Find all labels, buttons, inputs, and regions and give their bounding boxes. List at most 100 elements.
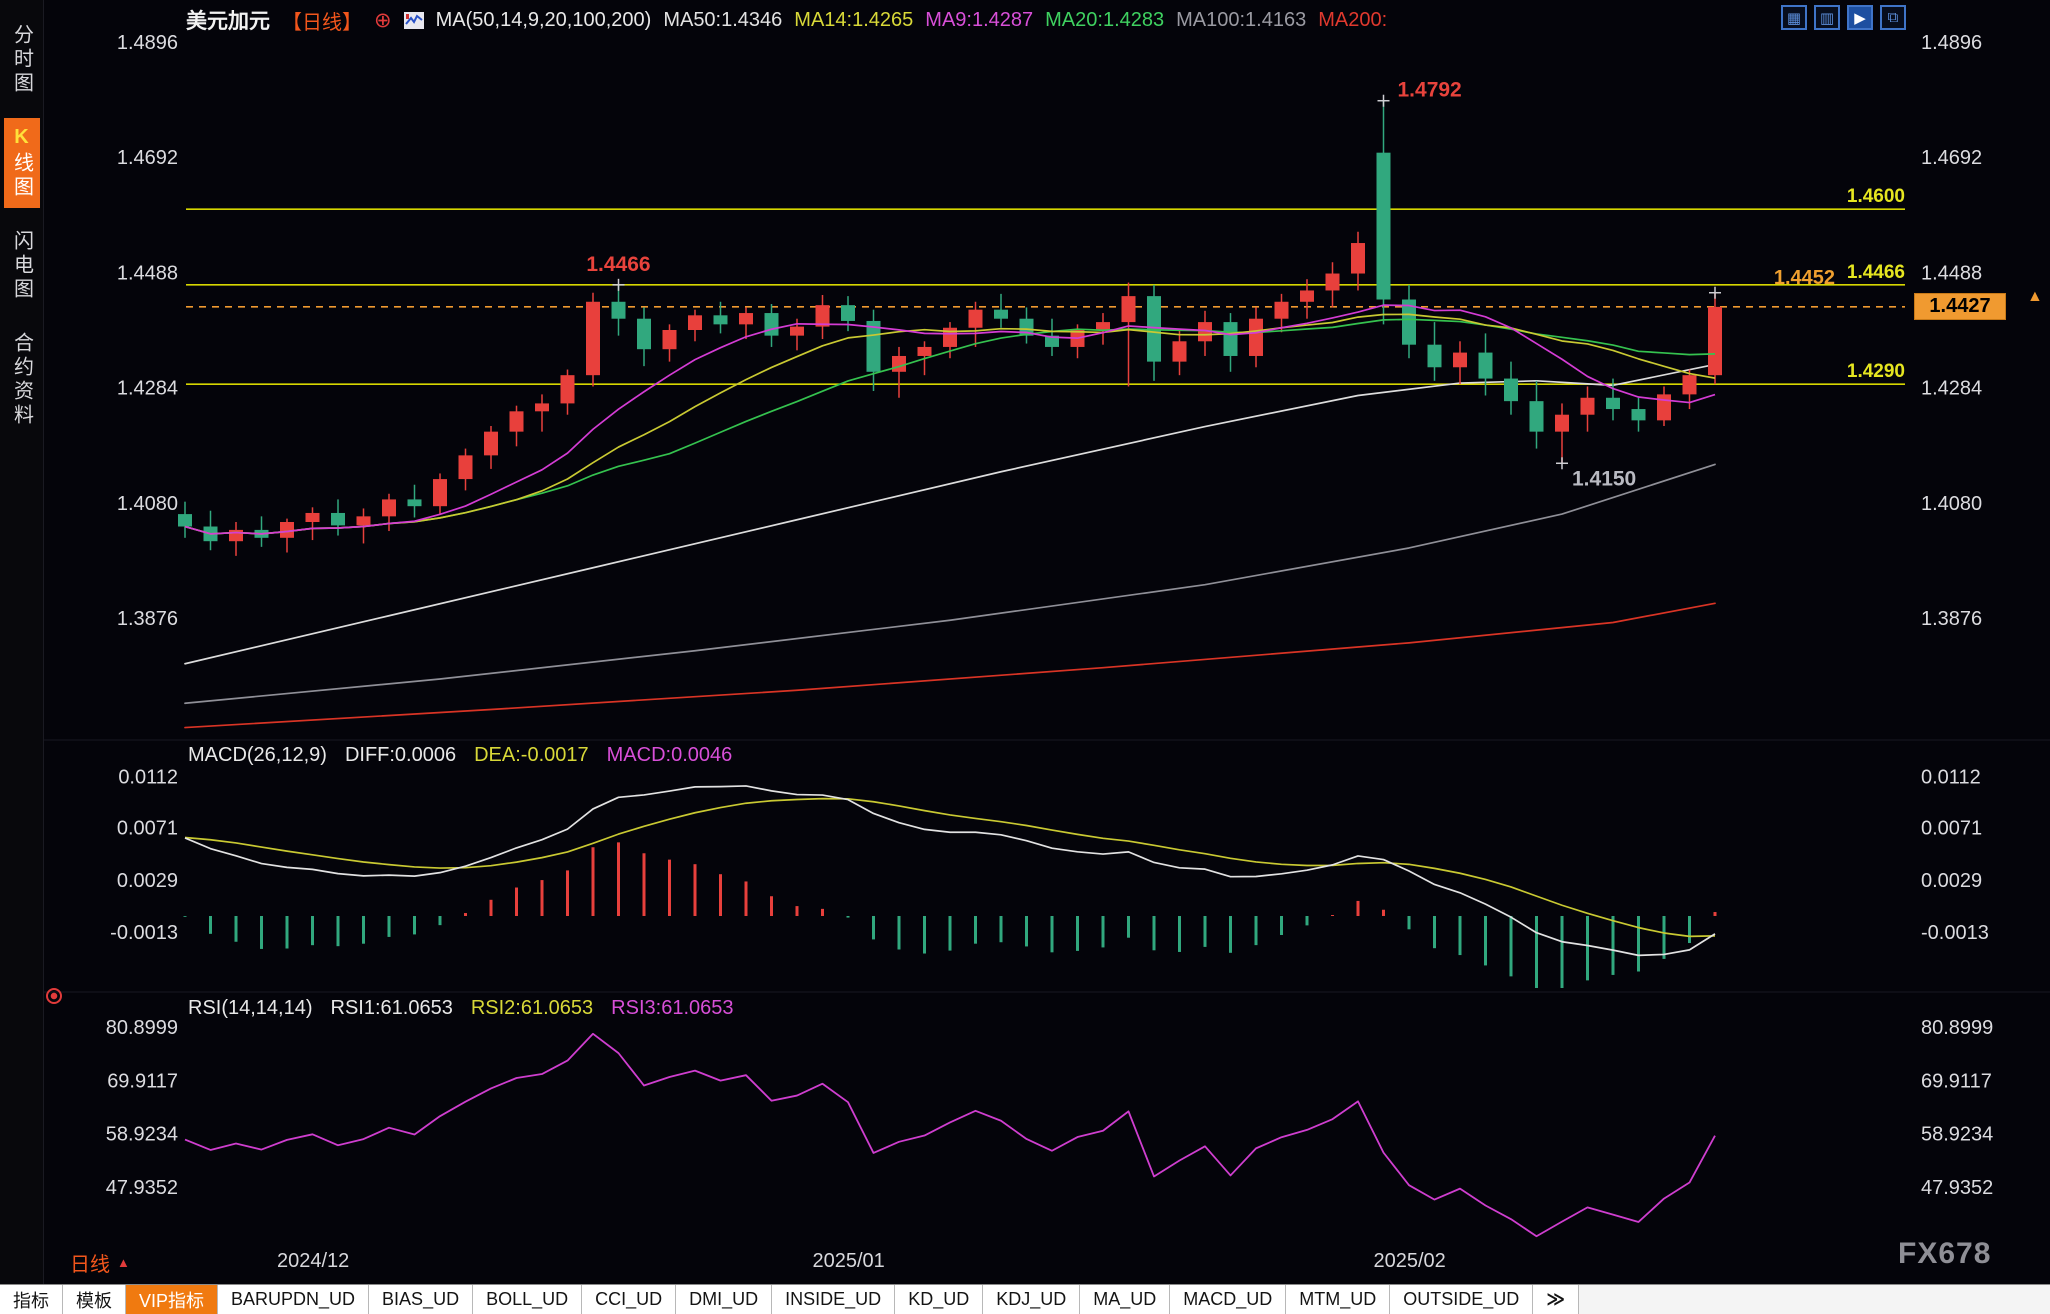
svg-text:1.4290: 1.4290 — [1847, 361, 1905, 382]
svg-text:0.0112: 0.0112 — [118, 766, 178, 788]
brand-watermark: FX678 — [1898, 1237, 1992, 1270]
panel-dividers — [44, 739, 2050, 993]
macd-hist-value: MACD:0.0046 — [606, 744, 733, 766]
indicator-toolbar: 指标 模板 VIP指标 BARUPDN_UD BIAS_UD BOLL_UD CCI_UD D… — [0, 1284, 2050, 1314]
toolbar-item-14[interactable]: OUTSIDE_UD — [1390, 1285, 1534, 1314]
target-icon[interactable]: ⊕ — [374, 8, 392, 32]
svg-text:1.4466: 1.4466 — [586, 253, 650, 276]
toolbar-item-7[interactable]: DMI_UD — [676, 1285, 773, 1314]
svg-text:0.0071: 0.0071 — [1921, 817, 1982, 839]
toolbar-more-button[interactable]: ≫ — [1533, 1285, 1580, 1314]
toolbar-item-12[interactable]: MACD_UD — [1170, 1285, 1287, 1314]
svg-text:2025/01: 2025/01 — [813, 1250, 885, 1272]
ma-settings-label: MA(50,14,9,20,100,200) — [435, 8, 652, 31]
macd-title: MACD(26,12,9) — [188, 744, 327, 766]
chart-header: 美元加元 【日线】 ⊕ MA(50,14,9,20,100,200) MA50:… — [186, 5, 1387, 35]
sidebar-tab-lightning-chart[interactable]: 闪电图 — [10, 230, 33, 302]
current-price-tag: 1.4427 — [1914, 293, 2006, 320]
pane-marker-icon — [46, 988, 62, 1004]
svg-text:2024/12: 2024/12 — [277, 1250, 349, 1272]
layout-icon-group: ▦ ▥ ▶ ⧉ — [1781, 5, 1906, 30]
toolbar-item-0[interactable]: 指标 — [0, 1285, 63, 1314]
svg-text:1.4150: 1.4150 — [1572, 467, 1636, 490]
kline-style-icon[interactable] — [403, 11, 424, 29]
rsi-title: RSI(14,14,14) — [188, 997, 313, 1019]
svg-text:-0.0013: -0.0013 — [1921, 922, 1989, 944]
toolbar-item-8[interactable]: INSIDE_UD — [772, 1285, 896, 1314]
toolbar-item-10[interactable]: KDJ_UD — [983, 1285, 1081, 1314]
macd-diff-value: DIFF:0.0006 — [344, 744, 457, 766]
svg-text:1.4692: 1.4692 — [1921, 147, 1982, 169]
svg-text:0.0112: 0.0112 — [1921, 766, 1981, 788]
kline-tab-accent: K — [10, 126, 33, 152]
svg-text:1.4452: 1.4452 — [1774, 267, 1835, 289]
svg-text:58.9234: 58.9234 — [1921, 1124, 1993, 1146]
svg-text:1.4284: 1.4284 — [1921, 378, 1982, 400]
macd-header: MACD(26,12,9) DIFF:0.0006 DEA:-0.0017 MA… — [188, 744, 732, 767]
annotations: 1.4466 1.4792 1.4150 — [586, 79, 1721, 490]
svg-text:1.3876: 1.3876 — [1921, 608, 1982, 630]
ma50-value: MA50:1.4346 — [663, 8, 783, 31]
svg-text:1.4488: 1.4488 — [1921, 262, 1982, 284]
single-chart-icon[interactable]: ▶ — [1847, 5, 1873, 30]
add-panel-icon[interactable]: ⧉ — [1880, 5, 1906, 30]
multi-chart-columns-icon[interactable]: ▥ — [1814, 5, 1840, 30]
rsi-header: RSI(14,14,14) RSI1:61.0653 RSI2:61.0653 … — [188, 997, 734, 1020]
toolbar-item-3[interactable]: BARUPDN_UD — [218, 1285, 370, 1314]
period-selector[interactable]: 日线 ▲ — [70, 1248, 130, 1277]
rsi-panel — [184, 1032, 1716, 1238]
ma20-value: MA20:1.4283 — [1045, 8, 1165, 31]
current-price-line: 1.4452 — [186, 267, 1905, 308]
sidebar-tab-kline-chart[interactable]: K线图 — [3, 118, 40, 208]
svg-text:1.4080: 1.4080 — [117, 493, 178, 515]
candlestick-series[interactable] — [178, 100, 1722, 556]
rsi2-value: RSI2:61.0653 — [470, 997, 594, 1019]
svg-text:1.4792: 1.4792 — [1398, 79, 1462, 102]
toolbar-item-6[interactable]: CCI_UD — [582, 1285, 677, 1314]
svg-text:69.9117: 69.9117 — [107, 1070, 178, 1092]
ma100-value: MA100:1.4163 — [1176, 8, 1307, 31]
svg-text:1.4896: 1.4896 — [117, 32, 178, 54]
svg-text:1.4080: 1.4080 — [1921, 493, 1982, 515]
ma200-value: MA200: — [1318, 8, 1388, 31]
date-axis: 2024/12 2025/01 2025/02 — [277, 1250, 1446, 1272]
period-tag[interactable]: 【日线】 — [282, 11, 362, 34]
toolbar-item-1[interactable]: 模板 — [63, 1285, 126, 1314]
price-levels: 1.4600 1.4466 1.4290 — [186, 186, 1905, 386]
toolbar-item-2[interactable]: VIP指标 — [126, 1285, 219, 1314]
svg-text:47.9352: 47.9352 — [1921, 1177, 1993, 1199]
svg-text:1.4600: 1.4600 — [1847, 186, 1905, 207]
ma14-value: MA14:1.4265 — [794, 8, 914, 31]
svg-text:1.3876: 1.3876 — [117, 608, 178, 630]
svg-text:69.9117: 69.9117 — [1921, 1070, 1992, 1092]
svg-text:-0.0013: -0.0013 — [110, 922, 178, 944]
toolbar-item-13[interactable]: MTM_UD — [1286, 1285, 1391, 1314]
svg-text:58.9234: 58.9234 — [106, 1124, 178, 1146]
svg-text:1.4284: 1.4284 — [117, 378, 178, 400]
macd-panel — [183, 785, 1717, 988]
macd-dea-value: DEA:-0.0017 — [474, 744, 589, 766]
multi-chart-grid-icon[interactable]: ▦ — [1781, 5, 1807, 30]
sidebar-tab-time-chart[interactable]: 分时图 — [10, 24, 33, 96]
svg-text:80.8999: 80.8999 — [1921, 1017, 1993, 1039]
axis-up-arrow-icon[interactable]: ▲ — [2027, 288, 2043, 305]
sidebar: 分时图 K线图 闪电图 合约资料 — [0, 0, 44, 1284]
sidebar-tab-contract-info[interactable]: 合约资料 — [10, 332, 33, 428]
svg-text:1.4466: 1.4466 — [1847, 262, 1905, 283]
toolbar-item-11[interactable]: MA_UD — [1080, 1285, 1171, 1314]
ma-long-overlays — [184, 363, 1716, 729]
svg-text:1.4692: 1.4692 — [117, 147, 178, 169]
toolbar-item-4[interactable]: BIAS_UD — [369, 1285, 474, 1314]
toolbar-item-5[interactable]: BOLL_UD — [473, 1285, 583, 1314]
rsi3-value: RSI3:61.0653 — [611, 997, 734, 1019]
toolbar-item-9[interactable]: KD_UD — [895, 1285, 984, 1314]
price-axis: 1.4896 1.4896 1.4692 1.4692 1.4488 1.4488 1.42… — [106, 32, 1994, 1199]
rsi1-value: RSI1:61.0653 — [330, 997, 453, 1019]
kline-tab-label: 线图 — [10, 152, 33, 200]
svg-text:1.4488: 1.4488 — [117, 262, 178, 284]
period-selector-label: 日线 — [70, 1254, 110, 1276]
svg-text:2025/02: 2025/02 — [1374, 1250, 1446, 1272]
svg-text:1.4896: 1.4896 — [1921, 32, 1982, 54]
ma-short-lines — [184, 304, 1716, 535]
